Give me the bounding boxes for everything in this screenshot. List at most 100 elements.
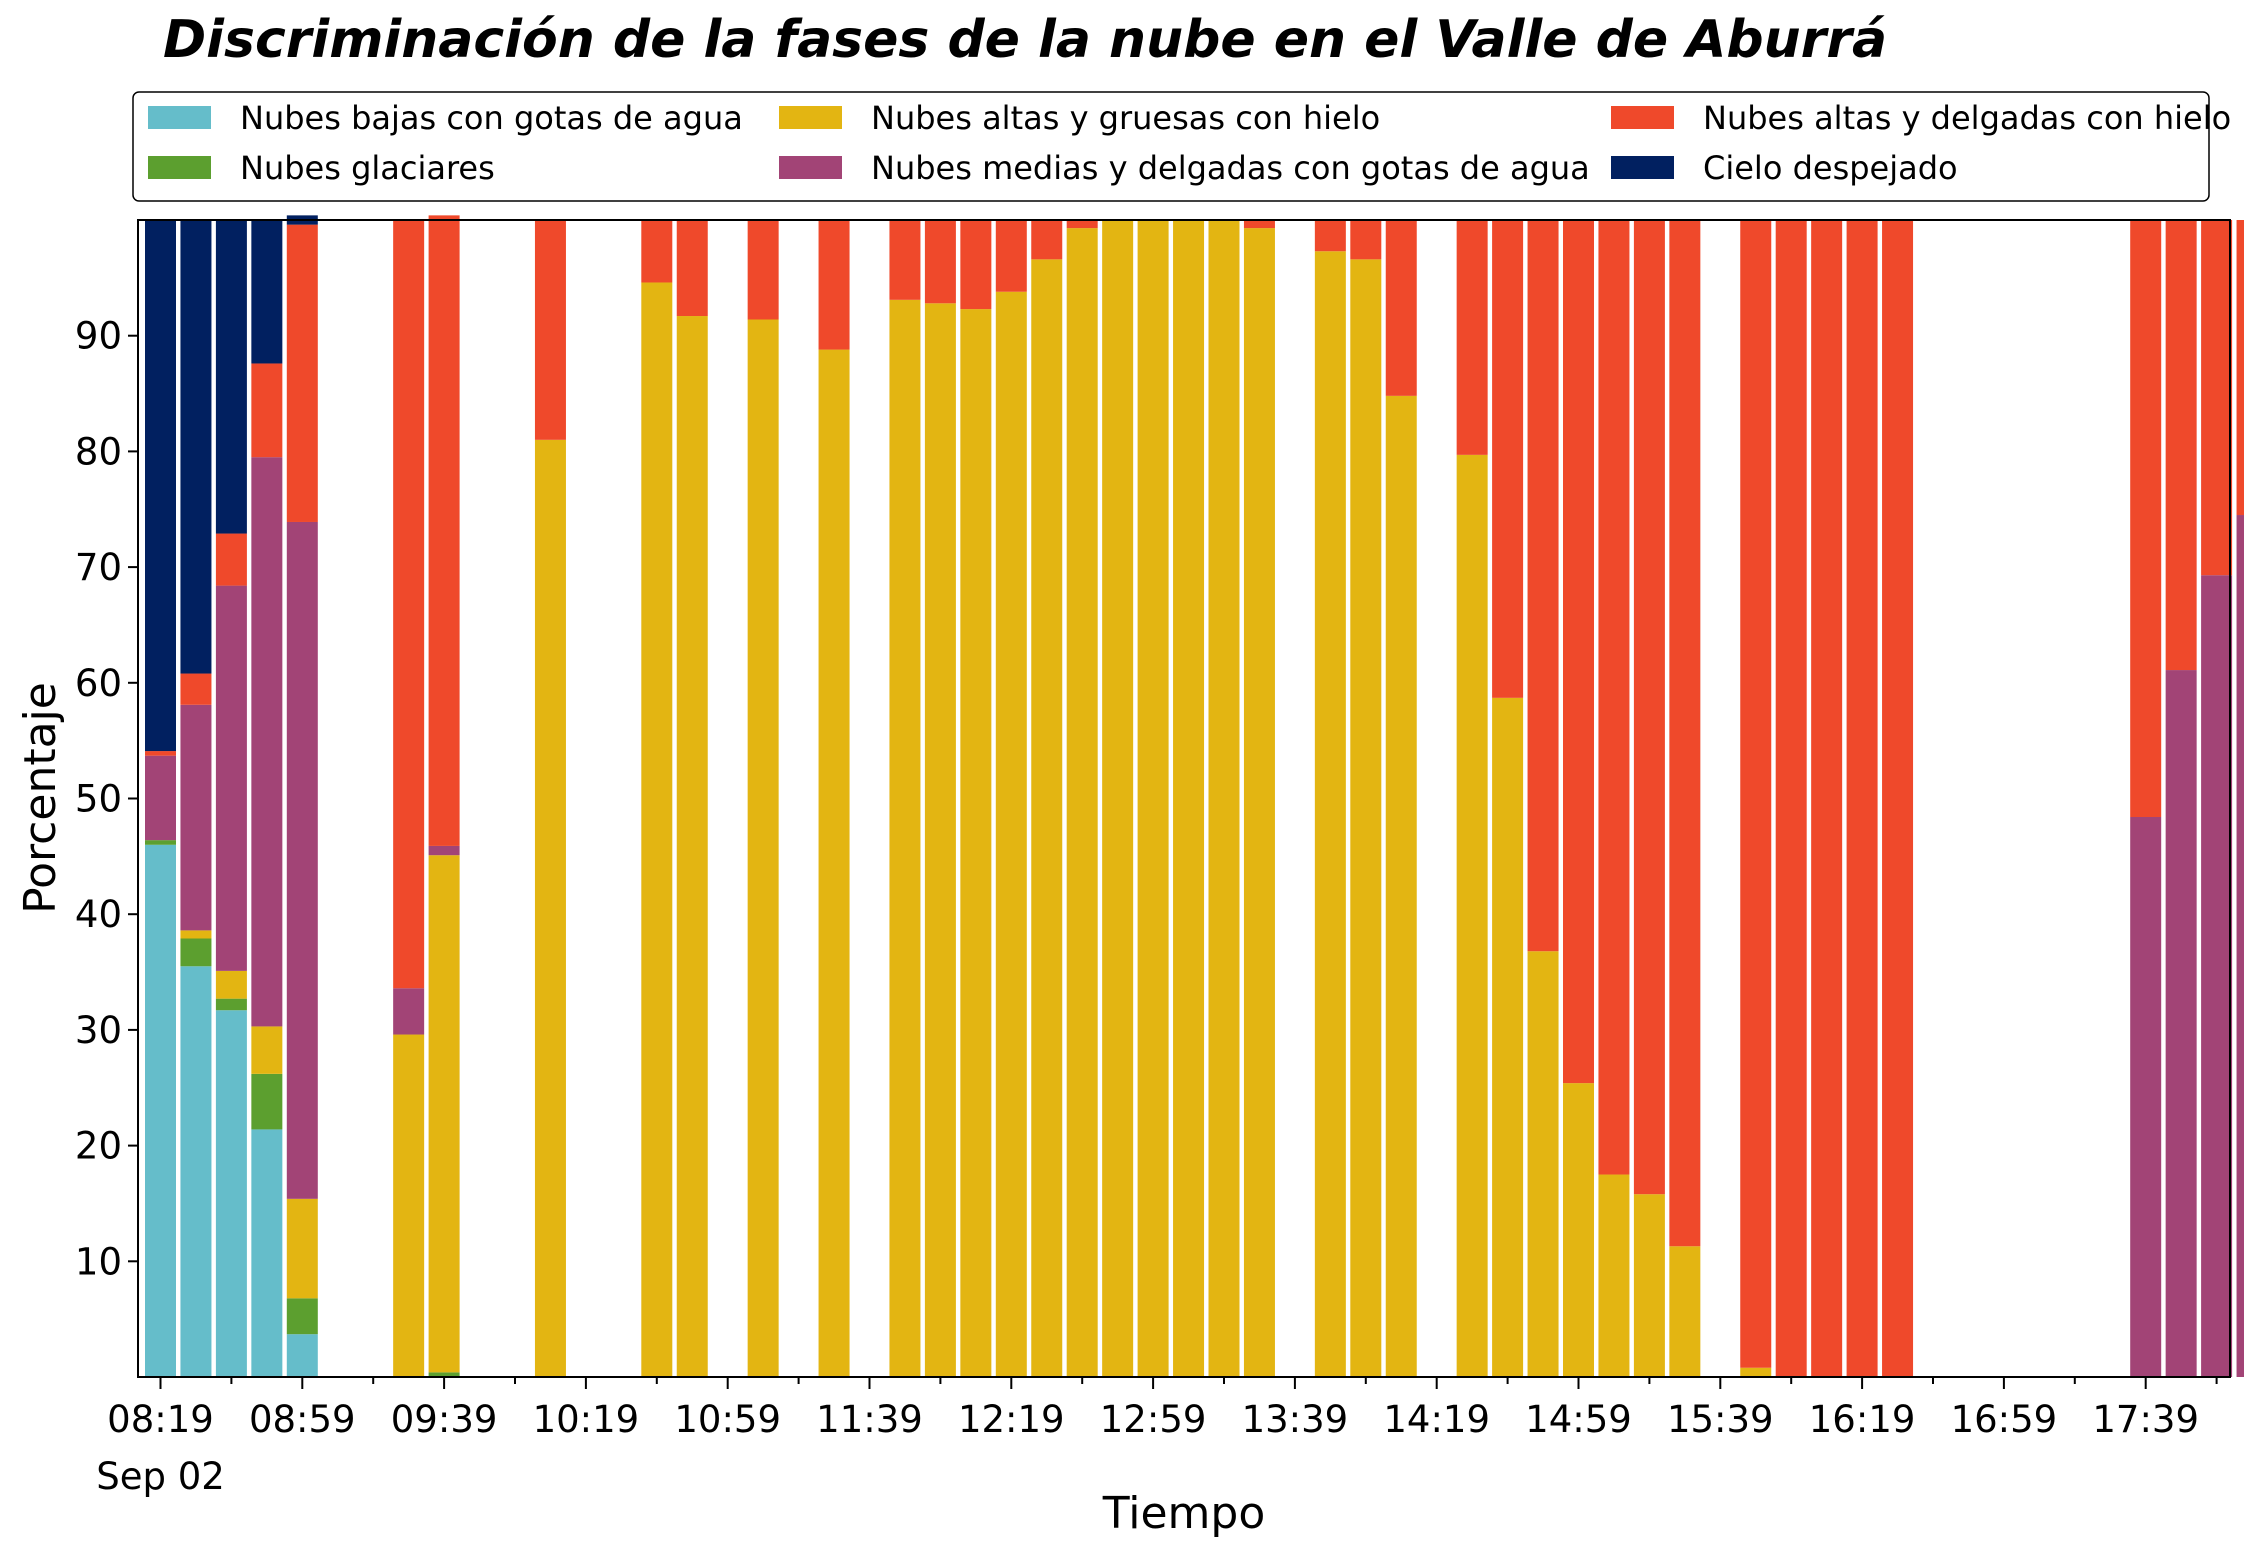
legend-label: Nubes altas y gruesas con hielo <box>871 99 1380 137</box>
bar-segment <box>1385 220 1417 396</box>
bar-segment <box>2201 575 2233 1377</box>
bar-segment <box>428 855 460 1373</box>
x-tick-label: 14:19 <box>1383 1398 1490 1441</box>
legend-label: Nubes altas y delgadas con hielo <box>1703 99 2231 137</box>
bar-segment <box>180 966 212 1377</box>
bar-segment <box>145 844 176 1377</box>
x-tick-label: 13:39 <box>1242 1398 1349 1441</box>
bar-segment <box>1669 1246 1701 1377</box>
bar-segment <box>1633 1194 1665 1377</box>
bar-segment <box>1527 220 1559 952</box>
bar-segment <box>995 291 1027 1378</box>
bar-segment <box>1775 220 1807 1377</box>
bar-segment <box>428 215 460 846</box>
bar-segment <box>215 533 247 586</box>
bar-segment <box>251 1026 283 1074</box>
bar-segment <box>1385 395 1417 1377</box>
bar-segment <box>1031 220 1063 260</box>
legend: Nubes bajas con gotas de agua Nubes glaci… <box>132 91 2231 202</box>
bar-segment <box>286 1334 318 1377</box>
bar-segment <box>1314 220 1346 252</box>
bar-segment <box>428 1372 460 1377</box>
bar-segment <box>1882 220 1914 1377</box>
legend-label: Cielo despejado <box>1703 149 1958 187</box>
legend-label: Nubes glaciares <box>240 149 495 187</box>
bar-segment <box>215 1010 247 1377</box>
x-tick-label: 11:39 <box>816 1398 923 1441</box>
bar-segment <box>1846 220 1878 1377</box>
bar-segment <box>1740 220 1772 1368</box>
bar-segment <box>534 439 566 1378</box>
legend-swatch <box>1611 106 1674 129</box>
bar-segment <box>1350 220 1382 260</box>
bar-segment <box>1456 220 1488 455</box>
bar-segment <box>180 930 212 939</box>
bar-segment <box>1492 697 1524 1377</box>
bar-segment <box>1669 220 1701 1247</box>
bar-segment <box>251 457 283 1027</box>
legend-swatch <box>779 106 842 129</box>
bar-segment <box>251 363 283 458</box>
legend-swatch <box>148 156 211 179</box>
bar-segment <box>676 220 708 317</box>
bar-segment <box>2165 220 2197 671</box>
x-tick-label: 09:39 <box>391 1398 498 1441</box>
x-tick-label: 12:59 <box>1100 1398 1207 1441</box>
x-tick-label: 15:39 <box>1667 1398 1774 1441</box>
bars <box>145 215 2244 1378</box>
x-tick-label: 08:19 <box>107 1398 214 1441</box>
x-tick-label: 14:59 <box>1525 1398 1632 1441</box>
x-tick-label: 16:59 <box>1951 1398 2058 1441</box>
bar-segment <box>251 1129 283 1377</box>
bar-segment <box>995 220 1027 292</box>
x-tick-label: 16:19 <box>1809 1398 1916 1441</box>
y-tick-label: 10 <box>75 1240 122 1283</box>
bar-segment <box>286 224 318 522</box>
x-axis: 08:19 08:59 09:39 10:19 10:59 11:39 12:19 12:59… <box>96 1377 2218 1498</box>
bar-segment <box>1102 220 1134 1377</box>
bar-segment <box>641 220 673 283</box>
bar-segment <box>747 319 779 1377</box>
bar-segment <box>1066 220 1098 229</box>
bar-segment <box>251 1073 283 1130</box>
bar-segment <box>1243 220 1275 229</box>
legend-swatch <box>1611 156 1674 179</box>
bar-segment <box>286 521 318 1199</box>
bar-segment <box>180 938 212 967</box>
legend-frame <box>132 91 2210 202</box>
bar-segment <box>1350 259 1382 1378</box>
bar-segment <box>180 673 212 705</box>
bar-segment <box>145 755 176 841</box>
bar-segment <box>889 299 921 1378</box>
bar-segment <box>1598 1174 1630 1377</box>
bar-segment <box>393 988 425 1035</box>
bar-segment <box>180 704 212 931</box>
bar-segment <box>1492 220 1524 698</box>
bar-segment <box>924 220 956 304</box>
x-tick-label: 10:19 <box>533 1398 640 1441</box>
bar-segment <box>924 303 956 1377</box>
bar-segment <box>428 845 460 856</box>
bar-segment <box>251 220 283 364</box>
y-tick-label: 20 <box>75 1125 122 1168</box>
bar-segment <box>1633 220 1665 1195</box>
x-tick-label: 10:59 <box>674 1398 781 1441</box>
bar-segment <box>286 1298 318 1335</box>
legend-label: Nubes medias y delgadas con gotas de agu… <box>871 149 1590 187</box>
bar-segment <box>1563 220 1594 1084</box>
bar-segment <box>1243 228 1275 1378</box>
x-tick-date-label: Sep 02 <box>96 1455 225 1498</box>
y-axis: 10 20 30 40 50 60 70 80 90 <box>75 315 138 1283</box>
bar-segment <box>2165 670 2197 1377</box>
bar-segment <box>960 220 992 310</box>
bar-segment <box>818 220 850 350</box>
bar-segment <box>393 220 425 989</box>
y-tick-label: 60 <box>75 662 122 705</box>
x-tick-label: 17:39 <box>2092 1398 2199 1441</box>
bar-segment <box>145 751 176 756</box>
plot-area: 10 20 30 40 50 60 70 80 90 08:19 08:59 09:39 10:19 1… <box>75 215 2244 1498</box>
bar-segment <box>215 585 247 971</box>
bar-segment <box>1598 220 1630 1175</box>
bar-segment <box>2130 817 2162 1377</box>
bar-segment <box>641 282 673 1378</box>
